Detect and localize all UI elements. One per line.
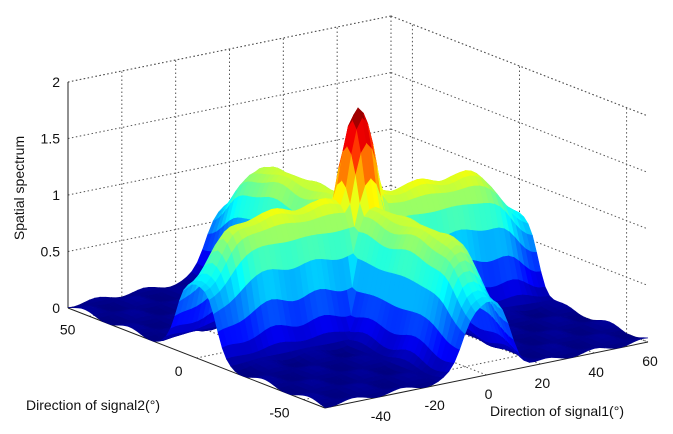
y-axis-label: Direction of signal2(°) <box>26 397 160 413</box>
z-tick-label: 1.5 <box>41 131 61 147</box>
y-tick-label: 50 <box>60 321 76 337</box>
surface-layer <box>68 108 648 408</box>
z-axis-label: Spatial spectrum <box>11 136 27 240</box>
x-tick-label: 0 <box>485 386 493 402</box>
z-tick-label: 2 <box>52 74 60 90</box>
y-tick-label: -50 <box>269 405 289 421</box>
x-axis-label: Direction of signal1(°) <box>490 403 624 419</box>
z-tick-label: 1 <box>52 187 60 203</box>
z-tick-label: 0 <box>52 300 60 316</box>
x-tick-label: 40 <box>588 364 604 380</box>
x-tick-label: 60 <box>642 353 658 369</box>
x-tick-label: 20 <box>535 375 551 391</box>
box-top-back <box>68 16 391 82</box>
y-tick-label: 0 <box>175 363 183 379</box>
x-tick-label: -20 <box>425 397 445 413</box>
x-tick-label: -40 <box>371 408 391 424</box>
z-tick-label: 0.5 <box>41 244 61 260</box>
box-top-side <box>391 16 648 116</box>
